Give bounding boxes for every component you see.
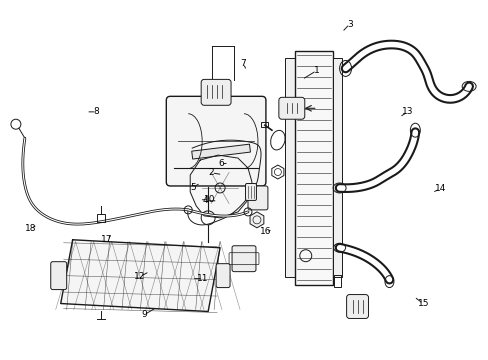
Text: 8: 8 <box>93 107 99 116</box>
Polygon shape <box>190 155 251 218</box>
Polygon shape <box>61 240 220 311</box>
Text: 13: 13 <box>401 107 412 116</box>
FancyBboxPatch shape <box>232 246 255 272</box>
FancyBboxPatch shape <box>201 80 230 105</box>
FancyBboxPatch shape <box>216 264 229 288</box>
Bar <box>96 214 104 222</box>
Bar <box>333 275 340 287</box>
Bar <box>261 122 267 127</box>
Bar <box>294 50 332 285</box>
Polygon shape <box>191 144 250 159</box>
Text: 5: 5 <box>190 183 196 192</box>
Text: 18: 18 <box>25 224 37 233</box>
FancyBboxPatch shape <box>51 262 66 289</box>
FancyBboxPatch shape <box>278 97 304 119</box>
Text: 16: 16 <box>260 228 271 237</box>
FancyBboxPatch shape <box>247 186 267 210</box>
Text: 7: 7 <box>240 59 245 68</box>
Bar <box>285 58 294 276</box>
FancyBboxPatch shape <box>346 294 368 319</box>
Text: 2: 2 <box>208 168 214 177</box>
FancyBboxPatch shape <box>166 96 265 186</box>
Text: 6: 6 <box>218 159 224 168</box>
Text: 12: 12 <box>134 272 145 281</box>
Text: 10: 10 <box>203 195 215 204</box>
FancyBboxPatch shape <box>245 184 256 201</box>
Text: 14: 14 <box>434 184 445 193</box>
Text: 11: 11 <box>197 274 208 283</box>
Text: 3: 3 <box>346 19 352 28</box>
Text: 4: 4 <box>203 196 208 205</box>
Bar <box>332 58 341 276</box>
Text: 9: 9 <box>142 310 147 319</box>
Text: 17: 17 <box>101 235 113 244</box>
Text: 1: 1 <box>313 66 319 75</box>
Text: 15: 15 <box>417 299 428 308</box>
